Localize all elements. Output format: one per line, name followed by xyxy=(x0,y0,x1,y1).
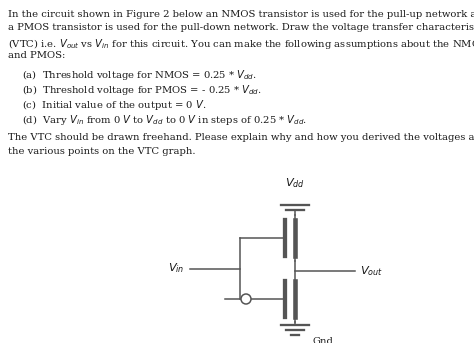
Text: (d)  Vary $V_{in}$ from 0 $V$ to $V_{dd}$ to 0 $V$ in steps of 0.25 * $V_{dd}$.: (d) Vary $V_{in}$ from 0 $V$ to $V_{dd}$… xyxy=(22,113,307,127)
Text: a PMOS transistor is used for the pull-down network. Draw the voltage transfer c: a PMOS transistor is used for the pull-d… xyxy=(8,24,474,33)
Text: $V_{dd}$: $V_{dd}$ xyxy=(285,176,305,190)
Text: (a)  Threshold voltage for NMOS = 0.25 * $V_{dd}$.: (a) Threshold voltage for NMOS = 0.25 * … xyxy=(22,68,257,82)
Text: $V_{out}$: $V_{out}$ xyxy=(360,264,383,278)
Text: In the circuit shown in Figure 2 below an NMOS transistor is used for the pull-u: In the circuit shown in Figure 2 below a… xyxy=(8,10,474,19)
Text: The VTC should be drawn freehand. Please explain why and how you derived the vol: The VTC should be drawn freehand. Please… xyxy=(8,133,474,142)
Text: $V_{in}$: $V_{in}$ xyxy=(168,262,185,275)
Circle shape xyxy=(241,294,251,304)
Text: the various points on the VTC graph.: the various points on the VTC graph. xyxy=(8,147,195,156)
Text: Gnd: Gnd xyxy=(313,337,334,343)
Text: and PMOS:: and PMOS: xyxy=(8,50,65,59)
Text: (VTC) i.e. $V_{out}$ vs $V_{in}$ for this circuit. You can make the following as: (VTC) i.e. $V_{out}$ vs $V_{in}$ for thi… xyxy=(8,37,474,51)
Text: (c)  Initial value of the output = 0 $V$.: (c) Initial value of the output = 0 $V$. xyxy=(22,98,206,112)
Text: (b)  Threshold voltage for PMOS = - 0.25 * $V_{dd}$.: (b) Threshold voltage for PMOS = - 0.25 … xyxy=(22,83,262,97)
